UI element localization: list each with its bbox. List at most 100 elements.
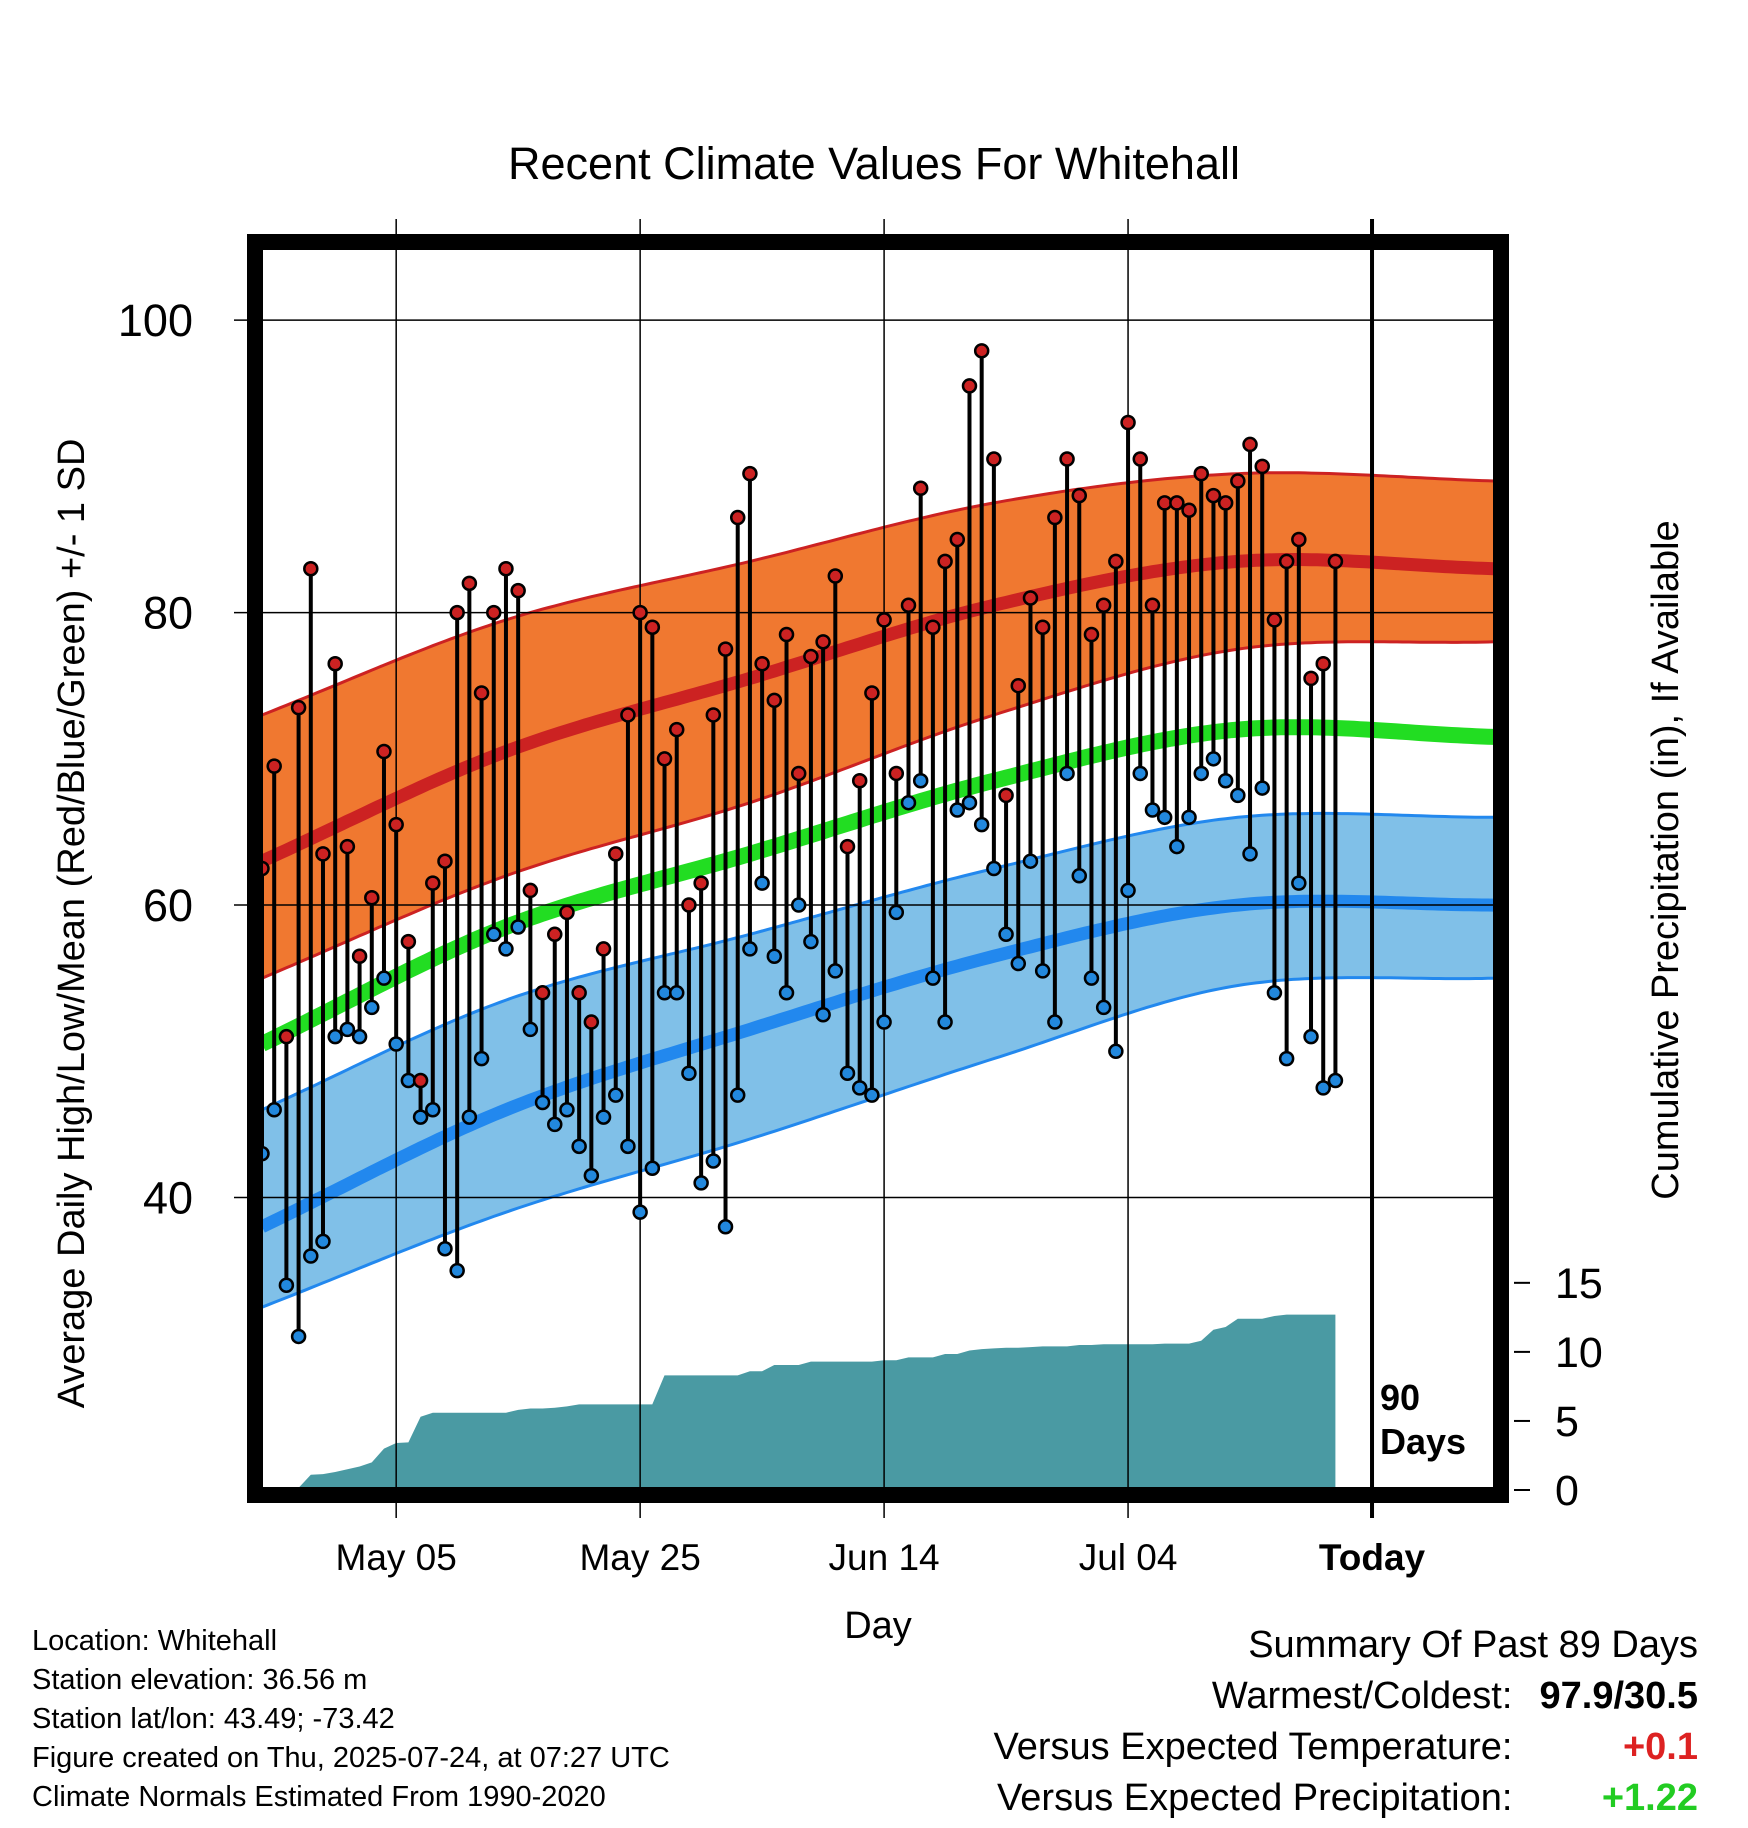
precipitation-area xyxy=(262,1314,1336,1490)
daily-low-point xyxy=(412,1109,429,1125)
daily-low-point xyxy=(766,948,783,964)
daily-low-point xyxy=(790,897,807,913)
daily-high-point xyxy=(351,948,368,964)
daily-low-point xyxy=(1022,853,1039,869)
daily-low-point xyxy=(729,1087,746,1103)
daily-low-point xyxy=(571,1138,587,1155)
daily-low-point xyxy=(1254,780,1270,796)
y-axis-label: Average Daily High/Low/Mean (Red/Blue/Gr… xyxy=(51,439,93,1409)
daily-high-point xyxy=(644,619,661,635)
daily-high-point xyxy=(522,882,539,899)
daily-low-point xyxy=(461,1109,478,1125)
daily-low-point xyxy=(1193,765,1209,782)
daily-high-point xyxy=(425,875,441,891)
daily-low-point xyxy=(1047,1014,1063,1030)
daily-high-point xyxy=(729,509,746,526)
daily-high-point xyxy=(315,846,331,862)
daily-low-point xyxy=(437,1240,453,1257)
daily-low-point xyxy=(1205,751,1222,767)
daily-low-point xyxy=(1071,868,1088,884)
daily-low-point xyxy=(815,1006,831,1023)
x-tick-label: Jul 04 xyxy=(1079,1537,1178,1578)
daily-low-point xyxy=(266,1102,282,1118)
daily-low-point xyxy=(1083,970,1100,986)
daily-low-point xyxy=(827,963,844,979)
daily-low-point xyxy=(1230,787,1246,804)
daily-high-point xyxy=(778,626,795,643)
daily-low-point xyxy=(1144,802,1161,818)
daily-high-point xyxy=(498,560,514,577)
daily-low-point xyxy=(888,904,905,921)
daily-low-point xyxy=(522,1021,539,1038)
daily-low-point xyxy=(937,1014,953,1030)
daily-low-point xyxy=(632,1204,648,1220)
daily-high-point xyxy=(449,604,465,621)
daily-high-point xyxy=(1108,553,1124,570)
daily-low-point xyxy=(473,1050,490,1067)
daily-high-point xyxy=(571,985,587,1001)
daily-high-point xyxy=(547,926,563,943)
daily-high-point xyxy=(1242,436,1258,453)
daily-low-point xyxy=(803,933,819,950)
daily-high-point xyxy=(717,641,734,657)
daily-low-point xyxy=(1181,809,1197,826)
daily-high-point xyxy=(681,897,697,913)
x-tick-label: May 25 xyxy=(579,1537,700,1578)
daily-high-point xyxy=(754,656,770,672)
daily-high-point xyxy=(1059,451,1075,467)
normals-text: Climate Normals Estimated From 1990-2020 xyxy=(32,1781,606,1813)
temp-anomaly-label: Versus Expected Temperature: xyxy=(993,1726,1513,1768)
chart-title: Recent Climate Values For Whitehall xyxy=(508,138,1240,189)
daily-low-point xyxy=(912,773,929,789)
daily-high-point xyxy=(1047,509,1063,526)
daily-high-point xyxy=(1327,553,1344,570)
daily-high-point xyxy=(278,1028,295,1045)
summary-heading: Summary Of Past 89 Days xyxy=(1248,1624,1698,1666)
daily-low-point xyxy=(303,1248,319,1264)
created-text: Figure created on Thu, 2025-07-24, at 07… xyxy=(32,1742,670,1774)
location-text: Location: Whitehall xyxy=(32,1625,278,1657)
daily-low-point xyxy=(705,1153,722,1169)
daily-high-point xyxy=(364,889,380,906)
daily-low-point xyxy=(1034,963,1051,979)
temp-anomaly-value: +0.1 xyxy=(1622,1726,1698,1768)
daily-low-point xyxy=(1156,809,1173,826)
daily-low-point xyxy=(376,970,392,986)
daily-high-point xyxy=(1132,451,1149,467)
x-tick-label: Jun 14 xyxy=(829,1537,940,1578)
daily-high-point xyxy=(339,838,356,855)
daily-low-point xyxy=(388,1036,404,1052)
daily-low-point xyxy=(998,926,1014,943)
daily-low-point xyxy=(644,1160,661,1177)
latlon-text: Station lat/lon: 43.49; -73.42 xyxy=(32,1703,395,1735)
daily-low-point xyxy=(1169,838,1185,855)
daily-low-point xyxy=(1059,765,1075,782)
daily-low-point xyxy=(1291,875,1307,891)
daily-low-point xyxy=(425,1102,441,1118)
daily-low-point xyxy=(839,1065,856,1081)
daily-low-point xyxy=(986,860,1002,877)
daily-low-point xyxy=(486,926,502,943)
y2-axis-label: Cumulative Precipitation (in), If Availa… xyxy=(1645,520,1687,1199)
daily-high-point xyxy=(1303,670,1319,687)
daily-low-point xyxy=(876,1014,892,1030)
daily-high-point xyxy=(973,343,990,359)
daily-high-point xyxy=(607,846,624,862)
daily-high-point xyxy=(1169,495,1185,511)
daily-low-point xyxy=(351,1028,368,1045)
daily-high-point xyxy=(1193,465,1209,482)
daily-low-point xyxy=(1278,1050,1295,1067)
daily-high-point xyxy=(1230,473,1246,489)
daily-high-point xyxy=(912,480,929,497)
daily-high-point xyxy=(559,904,575,921)
daily-high-point xyxy=(388,816,404,833)
daily-low-point xyxy=(900,794,917,811)
summary-precip-row: Versus Expected Precipitation: +1.22 xyxy=(994,1773,1698,1824)
daily-high-point xyxy=(961,378,978,394)
x-tick-label: May 05 xyxy=(336,1537,457,1578)
elevation-text: Station elevation: 36.56 m xyxy=(32,1664,368,1696)
station-metadata: Location: Whitehall Station elevation: 3… xyxy=(32,1622,670,1817)
daily-low-point xyxy=(1108,1043,1124,1060)
daily-high-point xyxy=(412,1072,429,1089)
